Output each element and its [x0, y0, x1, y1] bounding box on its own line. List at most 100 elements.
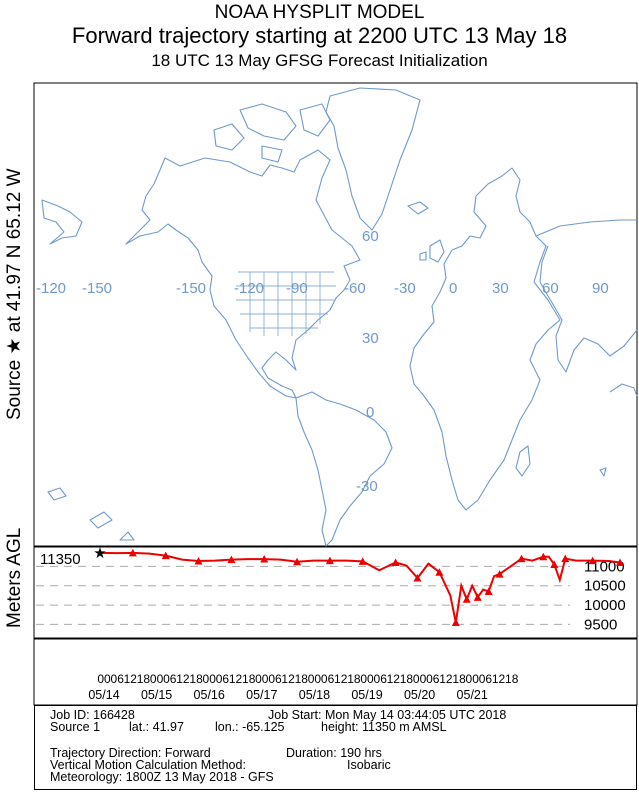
forecast-subtitle: 18 UTC 13 May GFSG Forecast Initializati… — [151, 51, 488, 70]
hour-tick-label: 18 — [505, 672, 519, 686]
british-isles-outline — [419, 239, 445, 263]
hour-tick-label: 00 — [150, 672, 164, 686]
lon-label: 90 — [592, 280, 609, 297]
height-marker — [473, 593, 482, 601]
lon-label: -90 — [286, 280, 308, 297]
height-marker — [517, 554, 526, 563]
height-marker — [391, 558, 400, 567]
job-id: Job ID: 166428 — [50, 708, 135, 722]
hour-tick-label: 06 — [111, 672, 125, 686]
hour-tick-label: 12 — [387, 672, 401, 686]
height-tick-label: 10500 — [584, 578, 626, 595]
trajectory-direction: Trajectory Direction: Forward — [50, 746, 211, 760]
height-marker — [539, 552, 548, 561]
date-tick-label: 05/20 — [404, 688, 435, 702]
hour-tick-label: 06 — [163, 672, 177, 686]
source-height: height: 11350 m AMSL — [321, 720, 447, 734]
height-marker — [484, 587, 493, 596]
map-panel: -120 -150 -150 -120 -90 -60 -30 0 30 60 … — [33, 82, 638, 547]
hour-tick-label: 06 — [321, 672, 335, 686]
height-gridlines — [36, 565, 570, 625]
height-marker — [588, 556, 597, 565]
hour-tick-label: 06 — [268, 672, 282, 686]
height-marker — [462, 595, 471, 603]
lon-label: 0 — [449, 280, 457, 297]
date-tick-label: 05/14 — [88, 688, 119, 702]
world-coastlines — [41, 87, 638, 547]
longitude-labels: -120 -150 -150 -120 -90 -60 -30 0 30 60 … — [36, 280, 609, 297]
trajectory-duration: Duration: 190 hrs — [286, 746, 382, 760]
hour-tick-label: 00 — [360, 672, 374, 686]
hour-tick-label: 00 — [255, 672, 269, 686]
date-tick-label: 05/16 — [194, 688, 225, 702]
lon-label: -150 — [82, 280, 112, 297]
madagascar-outline — [515, 445, 531, 477]
hour-tick-label: 06 — [426, 672, 440, 686]
start-height-label: 11350 — [40, 551, 81, 568]
height-marker — [128, 548, 137, 557]
height-marker — [495, 570, 504, 578]
trajectory-title: Forward trajectory starting at 2200 UTC … — [71, 23, 568, 48]
hour-tick-label: 00 — [203, 672, 217, 686]
lon-label: -120 — [234, 280, 264, 297]
model-title: NOAA HYSPLIT MODEL — [214, 2, 425, 23]
hour-tick-label: 18 — [137, 672, 151, 686]
height-tick-label: 9500 — [584, 616, 617, 633]
start-star-icon: ★ — [93, 545, 106, 562]
hour-tick-label: 12 — [492, 672, 506, 686]
job-start: Job Start: Mon May 14 03:44:05 UTC 2018 — [268, 708, 507, 722]
height-tick-label: 10000 — [584, 597, 626, 614]
source-label: Source ★ at 41.97 N 65.12 W — [4, 168, 25, 420]
hour-tick-labels: 00 06 12 18 00 06 12 18 00 06 12 18 00 06 12 18 00 06 12 18… — [97, 672, 518, 686]
hour-tick-label: 12 — [281, 672, 295, 686]
hour-tick-label: 18 — [400, 672, 414, 686]
hour-tick-label: 12 — [176, 672, 190, 686]
arctic-islands-outline — [213, 103, 331, 163]
hour-tick-label: 12 — [229, 672, 243, 686]
hour-tick-label: 12 — [334, 672, 348, 686]
job-info-panel: Job ID: 166428 Job Start: Mon May 14 03:… — [34, 705, 637, 790]
lat-label: -30 — [356, 478, 378, 495]
pacific-islands-outline — [47, 383, 638, 541]
source-lat: lat.: 41.97 — [129, 720, 184, 734]
date-tick-label: 05/17 — [246, 688, 277, 702]
meteorology: Meteorology: 1800Z 13 May 2018 - GFS — [50, 770, 274, 784]
lat-label: 30 — [362, 330, 379, 347]
height-marker — [358, 557, 367, 565]
vertical-motion-value: Isobaric — [347, 758, 391, 772]
lon-label: -60 — [344, 280, 366, 297]
lon-label: 30 — [492, 280, 509, 297]
hour-tick-label: 06 — [479, 672, 493, 686]
time-axis-panel: 00 06 12 18 00 06 12 18 00 06 12 18 00 06 12 18 00 06 12 18… — [33, 638, 638, 706]
lat-label: 60 — [362, 228, 379, 245]
height-marker — [293, 557, 302, 566]
height-marker — [616, 558, 624, 567]
hour-tick-label: 18 — [242, 672, 256, 686]
hour-tick-label: 18 — [295, 672, 309, 686]
hour-tick-label: 12 — [124, 672, 138, 686]
height-marker — [227, 555, 236, 564]
lat-label: 0 — [366, 404, 374, 421]
hour-tick-label: 06 — [374, 672, 388, 686]
lon-label: -120 — [36, 280, 66, 297]
north-america-outline — [125, 149, 361, 399]
hour-tick-label: 00 — [413, 672, 427, 686]
source-number: Source 1 — [50, 720, 101, 734]
hour-tick-label: 00 — [308, 672, 322, 686]
us-state-lines — [236, 271, 336, 336]
height-marker — [561, 554, 570, 563]
hour-tick-label: 18 — [347, 672, 361, 686]
height-marker — [161, 551, 170, 560]
date-tick-labels: 05/14 05/15 05/16 05/17 05/18 05/19 05/20 05/21 — [88, 688, 488, 702]
height-marker — [550, 560, 559, 568]
date-tick-label: 05/18 — [299, 688, 330, 702]
height-marker — [260, 555, 269, 563]
height-marker — [435, 568, 444, 576]
height-axis-label: Meters AGL — [4, 528, 25, 628]
hour-tick-label: 00 — [97, 672, 111, 686]
hour-tick-label: 12 — [439, 672, 453, 686]
asia-outline — [535, 219, 638, 373]
